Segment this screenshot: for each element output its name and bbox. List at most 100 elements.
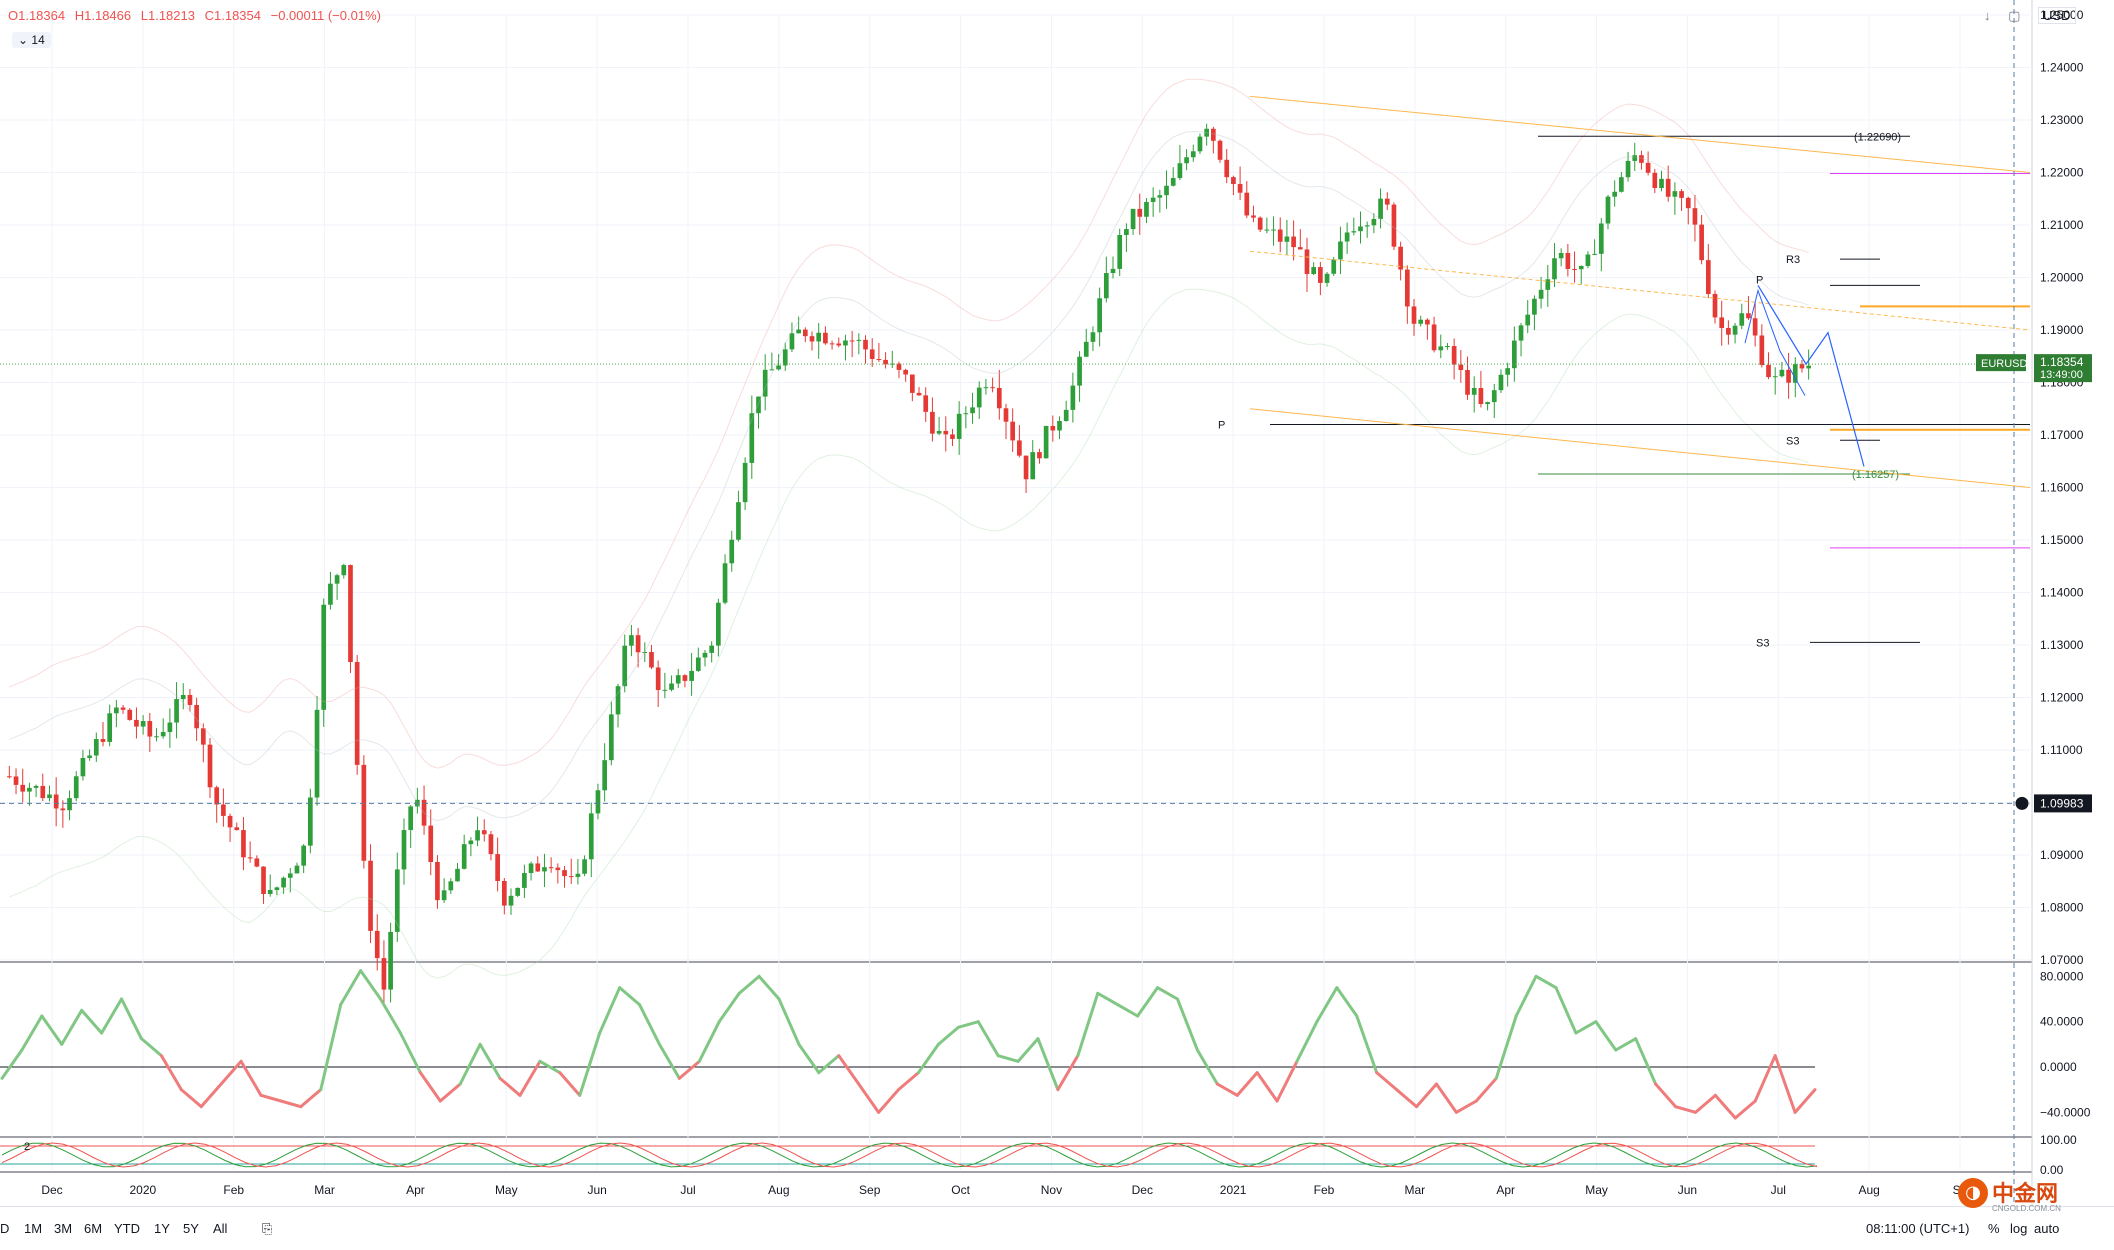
oscillator-segment bbox=[339, 969, 363, 1007]
ohlc-readout: O1.18364 H1.18466 L1.18213 C1.18354 −0.0… bbox=[8, 8, 387, 23]
candle-body bbox=[127, 709, 133, 720]
level-label: P bbox=[1218, 420, 1225, 432]
watermark-logo: ◑ 中金网 CNGOLD.COM.CN bbox=[1958, 1176, 2068, 1216]
time-tick-label: Dec bbox=[1132, 1183, 1153, 1197]
moving-average bbox=[9, 131, 1809, 822]
candle-body bbox=[615, 686, 621, 715]
candle-body bbox=[1137, 208, 1143, 217]
candle-body bbox=[441, 890, 447, 901]
oscillator-segment bbox=[0, 1048, 24, 1080]
auto-toggle[interactable]: auto bbox=[2034, 1221, 2060, 1236]
candle-body bbox=[1665, 178, 1671, 197]
candle-body bbox=[1605, 196, 1611, 224]
candle-body bbox=[903, 369, 908, 375]
oscillator-segment bbox=[100, 997, 124, 1035]
oscillator-pane bbox=[0, 969, 1817, 1120]
range-all-button[interactable]: All bbox=[213, 1221, 228, 1236]
oscillator-segment bbox=[319, 1003, 343, 1092]
time-tick-label: Aug bbox=[768, 1183, 789, 1197]
level-label: (1.16257) bbox=[1852, 469, 1899, 481]
candle-body bbox=[990, 387, 995, 389]
candle-body bbox=[1478, 388, 1484, 405]
candle-body bbox=[762, 369, 768, 397]
candle-body bbox=[120, 707, 126, 710]
oscillator-segment bbox=[1275, 1059, 1299, 1103]
candle-body bbox=[1565, 252, 1571, 269]
candle-body bbox=[1010, 421, 1016, 441]
candle-body bbox=[1391, 204, 1397, 247]
oscillator-segment bbox=[219, 1059, 243, 1086]
candle-body bbox=[1672, 191, 1678, 197]
oscillator-segment bbox=[60, 1008, 84, 1046]
candle-body bbox=[80, 757, 86, 777]
candle-body bbox=[1023, 455, 1029, 480]
clock-readout[interactable]: 08:11:00 (UTC+1) bbox=[1866, 1221, 1970, 1236]
oscillator-segment bbox=[1195, 1048, 1219, 1086]
oscillator-segment bbox=[1574, 1020, 1598, 1035]
candle-body bbox=[1384, 198, 1390, 205]
range-ytd-button[interactable]: YTD bbox=[114, 1221, 140, 1236]
range-1y-button[interactable]: 1Y bbox=[154, 1221, 170, 1236]
price-tick-label: 1.25000 bbox=[2040, 8, 2084, 22]
candle-body bbox=[1110, 268, 1116, 274]
range-1m-button[interactable]: 1M bbox=[24, 1221, 43, 1236]
candle-body bbox=[829, 343, 835, 345]
candle-body bbox=[1558, 252, 1564, 259]
range-6m-button[interactable]: 6M bbox=[84, 1221, 103, 1236]
percent-toggle[interactable]: % bbox=[1988, 1221, 2000, 1236]
time-tick-label: Apr bbox=[1496, 1183, 1515, 1197]
time-tick-label: Jun bbox=[587, 1183, 606, 1197]
time-tick-label: Feb bbox=[1314, 1183, 1335, 1197]
candle-body bbox=[448, 881, 454, 891]
oscillator-segment bbox=[418, 1071, 442, 1103]
candle-body bbox=[495, 854, 500, 881]
candle-body bbox=[214, 787, 220, 805]
goto-date-icon[interactable]: ⎘ bbox=[262, 1221, 273, 1236]
time-tick-label: Nov bbox=[1041, 1183, 1062, 1197]
candle-body bbox=[809, 336, 815, 342]
candle-body bbox=[508, 895, 514, 906]
candle-body bbox=[1257, 217, 1263, 230]
candle-body bbox=[1097, 298, 1102, 333]
download-icon[interactable]: ↓ bbox=[1984, 8, 1991, 23]
osc-tick-label: 40.0000 bbox=[2040, 1015, 2084, 1029]
candle-body bbox=[662, 689, 668, 691]
currency-select[interactable]: USD bbox=[2038, 7, 2076, 24]
candle-body bbox=[348, 565, 353, 662]
price-tick-label: 1.16000 bbox=[2040, 481, 2084, 495]
candle-body bbox=[729, 539, 735, 564]
candle-body bbox=[435, 861, 440, 901]
candle-body bbox=[1572, 268, 1577, 270]
level-label: S3 bbox=[1786, 435, 1799, 447]
level-label: (1.22690) bbox=[1854, 131, 1901, 143]
indicator-collapse-tag[interactable]: ⌄ 14 bbox=[12, 32, 51, 48]
candle-body bbox=[1204, 128, 1209, 137]
oscillator-segment bbox=[239, 1059, 263, 1097]
candle-body bbox=[1498, 374, 1504, 391]
candle-body bbox=[776, 365, 781, 370]
oscillator-segment bbox=[1295, 1020, 1319, 1063]
channel-bottom bbox=[1249, 408, 2031, 488]
bottom-toolbar: D 1M 3M 6M YTD 1Y 5Y All ⎘ 08:11:00 (UTC… bbox=[0, 1206, 2114, 1250]
oscillator-segment bbox=[936, 1025, 960, 1046]
candle-body bbox=[241, 830, 246, 858]
price-pane: (1.22690) (1.16257) R3 P S3 P S3 EURUSD bbox=[0, 0, 2031, 1205]
range-3m-button[interactable]: 3M bbox=[54, 1221, 73, 1236]
candle-body bbox=[93, 739, 99, 756]
log-toggle[interactable]: log bbox=[2010, 1221, 2028, 1236]
oscillator-segment bbox=[1634, 1037, 1658, 1086]
candle-body bbox=[1224, 159, 1230, 178]
candle-body bbox=[1331, 259, 1337, 274]
oscillator-segment bbox=[1693, 1093, 1717, 1114]
range-5y-button[interactable]: 5Y bbox=[183, 1221, 199, 1236]
candle-body bbox=[1211, 128, 1216, 141]
oscillator-segment bbox=[1594, 1020, 1618, 1052]
candle-body bbox=[1799, 364, 1805, 369]
candle-body bbox=[528, 863, 534, 874]
range-d-button[interactable]: D bbox=[0, 1221, 10, 1236]
screenshot-icon[interactable]: ▢ bbox=[2008, 8, 2021, 23]
candle-body bbox=[1144, 201, 1149, 217]
projection-path bbox=[1757, 285, 1865, 467]
candle-body bbox=[876, 359, 882, 361]
